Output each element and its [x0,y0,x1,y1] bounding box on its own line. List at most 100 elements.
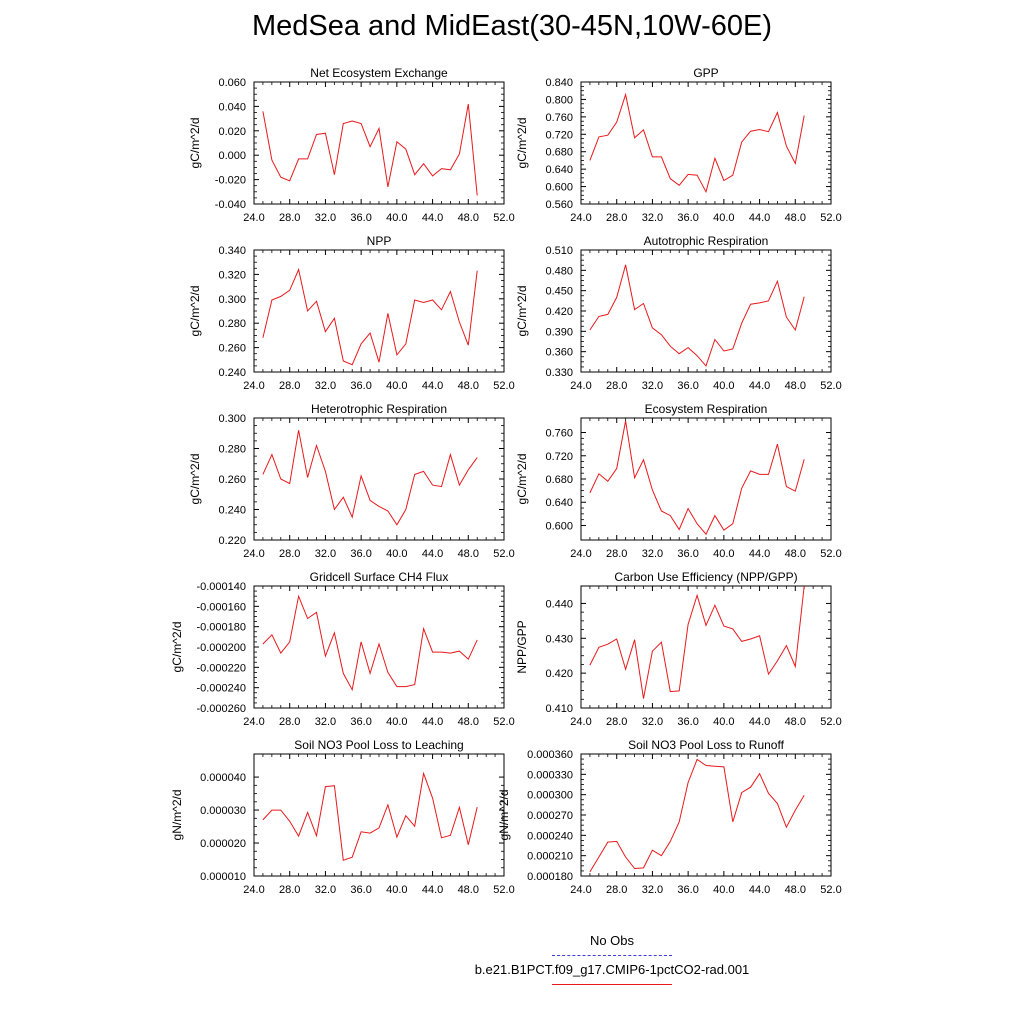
x-tick-label: 40.0 [386,884,407,896]
y-axis-label: NPP/GPP [515,620,529,673]
y-tick-label: 0.480 [545,265,573,277]
y-tick-label: 0.640 [545,164,573,176]
x-tick-label: 48.0 [458,212,479,224]
y-tick-label: -0.000200 [196,642,246,654]
chart-title: GPP [693,66,718,80]
plot-frame [253,753,505,877]
x-tick-label: 28.0 [279,884,300,896]
x-tick-label: 44.0 [749,212,770,224]
x-tick-label: 24.0 [570,716,591,728]
y-tick-label: 0.240 [218,505,246,517]
x-tick-label: 36.0 [677,212,698,224]
x-tick-label: 36.0 [350,380,371,392]
x-tick-label: 24.0 [570,380,591,392]
x-tick-label: 32.0 [642,548,663,560]
plot-frame [253,249,505,373]
y-tick-label: -0.000260 [196,703,246,715]
x-tick-label: 40.0 [386,212,407,224]
x-tick-label: 48.0 [785,716,806,728]
plot-frame [253,81,505,205]
y-tick-label: 0.560 [545,199,573,211]
x-tick-label: 48.0 [785,548,806,560]
x-tick-label: 44.0 [422,212,443,224]
plot-frame [580,249,832,373]
series-line [589,92,805,194]
y-tick-label: 0.680 [545,474,573,486]
x-tick-label: 32.0 [642,380,663,392]
y-tick-label: 0.510 [545,245,573,257]
x-tick-label: 52.0 [820,380,841,392]
x-tick-label: 36.0 [350,716,371,728]
chart-panel: Heterotrophic Respiration gC/m^2/d 24.0 28.… [188,402,515,560]
x-tick-label: 40.0 [713,380,734,392]
y-axis-label: gN/m^2/d [170,790,184,841]
x-tick-label: 52.0 [820,548,841,560]
y-tick-label: 0.000010 [200,871,246,883]
x-tick-label: 44.0 [422,716,443,728]
y-axis-label: gC/m^2/d [188,118,202,169]
y-tick-label: 0.220 [218,535,246,547]
plot-frame [580,585,832,709]
y-tick-label: 0.720 [545,129,573,141]
x-tick-label: 28.0 [279,548,300,560]
y-tick-label: 0.450 [545,286,573,298]
x-tick-label: 24.0 [243,212,264,224]
x-tick-label: 32.0 [315,212,336,224]
x-tick-label: 44.0 [749,548,770,560]
x-tick-label: 24.0 [243,548,264,560]
x-tick-label: 52.0 [493,548,514,560]
x-tick-label: 36.0 [677,884,698,896]
y-tick-label: 0.000 [218,150,246,162]
plot-frame [253,585,505,709]
y-tick-label: 0.680 [545,147,573,159]
x-tick-label: 44.0 [749,884,770,896]
y-tick-label: 0.600 [545,520,573,532]
y-tick-label: 0.000030 [200,805,246,817]
y-tick-label: 0.000300 [527,790,573,802]
x-tick-label: 32.0 [642,884,663,896]
x-tick-label: 40.0 [386,548,407,560]
x-tick-label: 40.0 [386,716,407,728]
y-axis-label: gC/m^2/d [188,454,202,505]
y-tick-label: 0.760 [545,112,573,124]
chart-title: NPP [367,234,392,248]
x-tick-label: 36.0 [350,212,371,224]
x-tick-label: 52.0 [493,380,514,392]
x-tick-label: 52.0 [820,212,841,224]
y-tick-label: -0.000140 [196,581,246,593]
chart-title: Autotrophic Respiration [644,234,769,248]
chart-panel: Soil NO3 Pool Loss to Runoff gN/m^2/d 24.0… [497,738,842,896]
y-tick-label: 0.420 [545,668,573,680]
y-tick-label: 0.000360 [527,749,573,761]
y-tick-label: 0.060 [218,77,246,89]
chart-title: Soil NO3 Pool Loss to Leaching [294,738,463,752]
x-tick-label: 48.0 [785,380,806,392]
x-tick-label: 36.0 [677,548,698,560]
x-tick-label: 28.0 [606,716,627,728]
y-tick-label: 0.720 [545,451,573,463]
series-line [589,758,805,873]
x-tick-label: 40.0 [713,884,734,896]
x-tick-label: 44.0 [422,884,443,896]
x-tick-label: 44.0 [422,548,443,560]
x-tick-label: 28.0 [279,380,300,392]
x-tick-label: 32.0 [642,212,663,224]
series-line [262,771,478,861]
x-tick-label: 44.0 [422,380,443,392]
y-tick-label: 0.040 [218,101,246,113]
x-tick-label: 32.0 [315,380,336,392]
x-tick-label: 40.0 [713,212,734,224]
x-tick-label: 48.0 [458,380,479,392]
y-tick-label: 0.260 [218,343,246,355]
y-tick-label: 0.020 [218,126,246,138]
y-tick-label: 0.410 [545,703,573,715]
x-tick-label: 40.0 [713,548,734,560]
chart-title: Ecosystem Respiration [645,402,768,416]
y-tick-label: 0.280 [218,444,246,456]
y-tick-label: 0.390 [545,326,573,338]
y-axis-label: gC/m^2/d [188,286,202,337]
y-tick-label: 0.430 [545,633,573,645]
y-tick-label: 0.000040 [200,772,246,784]
y-tick-label: 0.000330 [527,769,573,781]
